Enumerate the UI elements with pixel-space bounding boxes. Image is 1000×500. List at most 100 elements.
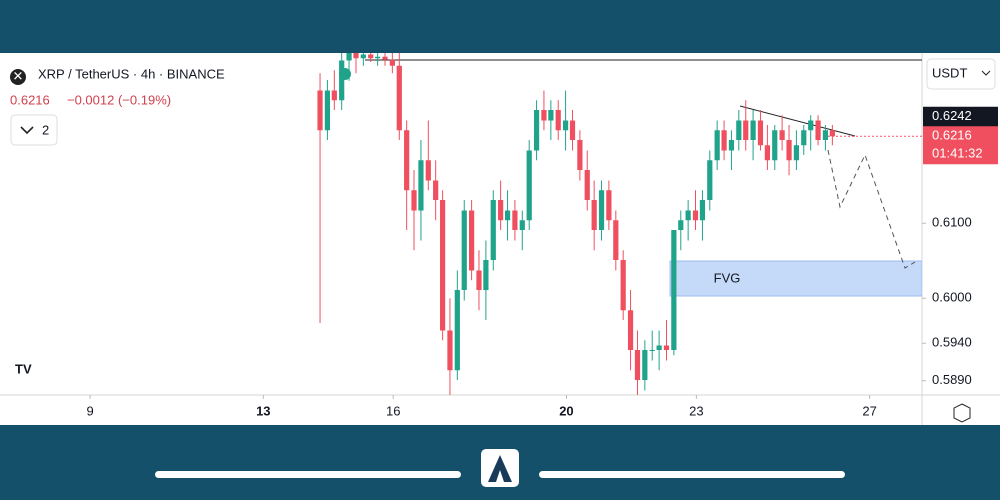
candle-body bbox=[368, 54, 374, 59]
candle-body bbox=[346, 53, 352, 61]
candle-body bbox=[656, 345, 662, 350]
plot: FVG bbox=[317, 53, 922, 395]
candle-body bbox=[548, 110, 554, 121]
level-label-box bbox=[923, 106, 998, 127]
x-tick-label: 20 bbox=[559, 403, 573, 418]
candle-body bbox=[728, 140, 735, 151]
x-tick-label: 27 bbox=[862, 403, 876, 418]
symbol-title: XRP / TetherUS · 4h · BINANCE bbox=[38, 66, 225, 81]
candle-body bbox=[418, 160, 424, 211]
candle-body bbox=[649, 350, 655, 351]
indicator-toggle[interactable] bbox=[10, 114, 58, 146]
candle-body bbox=[569, 120, 576, 140]
chart-area bbox=[0, 53, 1000, 425]
candle-body bbox=[439, 200, 446, 331]
candle-body bbox=[498, 200, 504, 221]
candle-body bbox=[699, 200, 706, 221]
candle-body bbox=[577, 140, 583, 170]
brand-logo-mark bbox=[488, 455, 512, 482]
candle-body bbox=[389, 59, 395, 66]
candle-body bbox=[634, 350, 641, 380]
candle-body bbox=[375, 56, 381, 59]
candle-body bbox=[425, 160, 431, 181]
x-tick-label: 9 bbox=[86, 403, 93, 418]
projection-path bbox=[827, 149, 916, 269]
candle-body bbox=[339, 60, 345, 101]
candle-body bbox=[382, 56, 388, 60]
candle-body bbox=[663, 345, 670, 350]
candle-body bbox=[598, 190, 605, 230]
candle-body bbox=[411, 190, 417, 211]
candle-body bbox=[555, 110, 561, 131]
candle-body bbox=[483, 260, 489, 290]
candle-body bbox=[519, 220, 525, 230]
candle-body bbox=[562, 120, 569, 131]
y-tick-label: 0.5940 bbox=[932, 335, 972, 350]
last-price-box bbox=[923, 126, 998, 165]
candle-body bbox=[360, 54, 366, 59]
candle-body bbox=[786, 140, 792, 161]
candle-body bbox=[707, 160, 713, 200]
chevron bbox=[20, 126, 34, 135]
candle-body bbox=[815, 120, 821, 140]
candle-body bbox=[476, 270, 482, 290]
candle-body bbox=[829, 130, 835, 137]
candle-body bbox=[469, 210, 475, 271]
fvg-label: FVG bbox=[714, 270, 741, 285]
candle-body bbox=[678, 220, 684, 230]
candle-body bbox=[764, 145, 770, 161]
y-tick-label: 0.6100 bbox=[932, 215, 972, 230]
candle-body bbox=[772, 130, 778, 161]
y-tick-label: 0.5890 bbox=[932, 372, 972, 387]
candle-body bbox=[801, 130, 807, 146]
candle-body bbox=[714, 130, 720, 161]
candle-body bbox=[613, 220, 619, 260]
candle-body bbox=[743, 120, 749, 140]
candle-body bbox=[627, 310, 634, 350]
candle-body bbox=[317, 90, 323, 131]
last-price-label: 0.6216 bbox=[932, 128, 972, 143]
candle-body bbox=[331, 90, 337, 101]
candle-body bbox=[433, 180, 439, 200]
candle-body bbox=[504, 210, 511, 221]
candle-body bbox=[490, 200, 496, 260]
candle-body bbox=[750, 120, 756, 140]
candle-body bbox=[591, 200, 597, 230]
candle-body bbox=[620, 260, 626, 311]
candle-body bbox=[721, 130, 727, 151]
trend-line bbox=[739, 105, 856, 137]
candle-body bbox=[324, 90, 330, 131]
symbol-icon-glyph: ✕ bbox=[13, 68, 24, 83]
currency-chevron bbox=[981, 70, 991, 76]
last-price: 0.6216 bbox=[10, 92, 50, 107]
candle-body bbox=[541, 110, 547, 121]
candle-body bbox=[808, 120, 814, 131]
level-label: 0.6242 bbox=[932, 108, 972, 123]
x-tick-label: 16 bbox=[386, 403, 400, 418]
candle-body bbox=[461, 210, 467, 290]
settings-icon[interactable] bbox=[953, 403, 971, 423]
candle-body bbox=[793, 145, 800, 161]
tv-logo: TV bbox=[15, 361, 32, 376]
candle-body bbox=[671, 230, 677, 350]
currency-select[interactable] bbox=[926, 58, 996, 90]
candle-body bbox=[447, 330, 453, 371]
symbol-icon bbox=[10, 69, 26, 85]
x-tick-label: 13 bbox=[256, 403, 270, 418]
countdown: 01:41:32 bbox=[932, 146, 983, 161]
candle-body bbox=[584, 170, 590, 200]
candle-body bbox=[736, 120, 742, 140]
x-tick-label: 23 bbox=[689, 403, 703, 418]
fvg-zone bbox=[669, 260, 922, 297]
market-status bbox=[339, 68, 351, 80]
candle-body bbox=[692, 210, 699, 221]
candle-body bbox=[685, 210, 691, 221]
candle-body bbox=[533, 110, 540, 151]
candle-body bbox=[779, 130, 785, 140]
candle-body bbox=[822, 130, 829, 140]
bar-left bbox=[155, 471, 461, 478]
y-tick-label: 0.6000 bbox=[932, 290, 972, 305]
bar-right bbox=[539, 471, 845, 478]
candle-body bbox=[454, 290, 460, 371]
